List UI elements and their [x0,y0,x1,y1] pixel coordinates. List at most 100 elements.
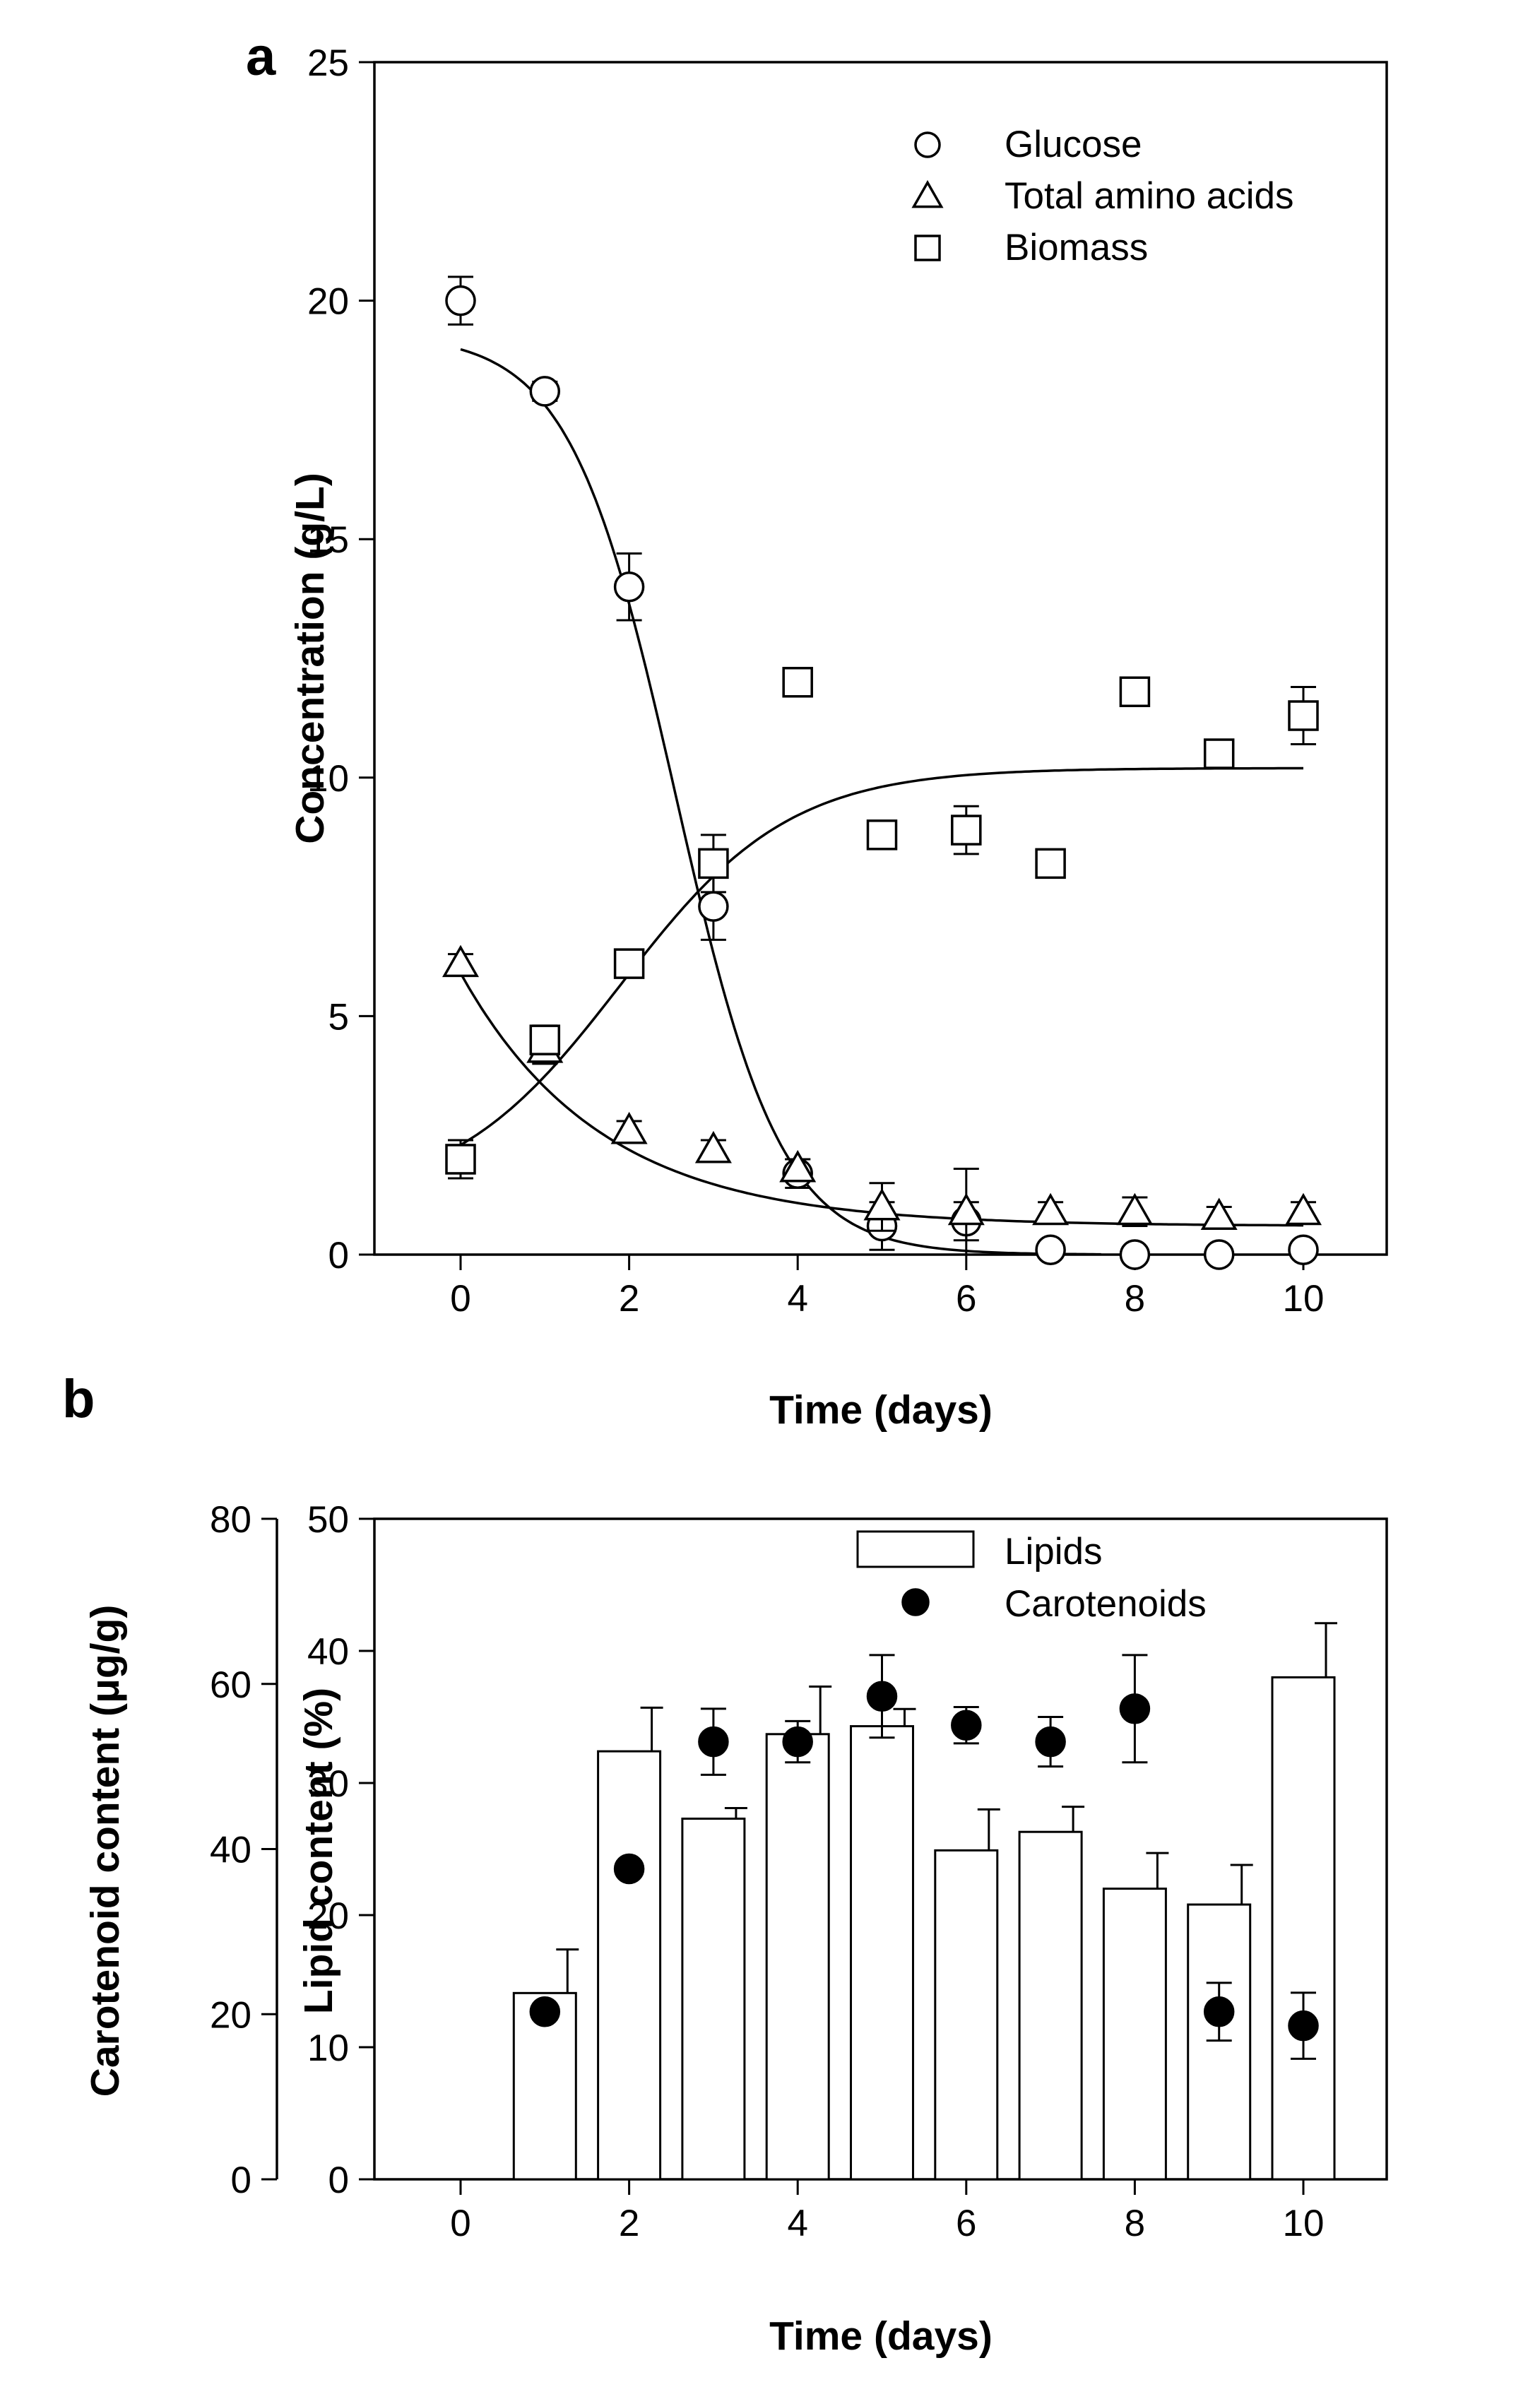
panel-b-y-tick-label: 20 [307,1895,349,1937]
panel-b-y-axis-title: Lipid content (%) [296,1688,341,2014]
panel-a-legend-marker-biomass [914,235,941,261]
panel-a-point-total-amino-acids [779,1149,817,1183]
panel-b-point-carotenoids [529,1996,561,2027]
panel-b-secondary-y-tick-label: 60 [210,1664,251,1706]
panel-a-point-biomass [866,819,898,851]
panel-b-x-tick-label: 8 [1125,2203,1145,2244]
panel-b-point-carotenoids [866,1681,898,1712]
panel-a-legend: Glucose Total amino acids Biomass [911,124,1293,268]
panel-a-point-biomass [951,815,982,846]
panel-b-legend-swatch-lipids [856,1530,975,1568]
panel-b-bar-lipids [850,1725,914,2181]
panel-a-point-biomass [1119,676,1151,708]
panel-a-point-total-amino-acids [1200,1197,1238,1230]
panel-b-secondary-y-tick-label: 20 [210,1994,251,2036]
panel-b-y-tick-label: 40 [307,1631,349,1673]
panel-b-legend-marker-carotenoids [901,1588,930,1616]
panel-b-point-carotenoids [1203,1996,1235,2027]
panel-b-label: b [62,1369,95,1429]
panel-a-y-tick-label: 25 [307,42,349,84]
panel-b-legend-label: Carotenoids [1005,1583,1207,1625]
panel-a-legend-marker-glucose [914,131,941,158]
panel-b-secondary-y-tick-label: 40 [210,1830,251,1871]
panel-a-point-glucose [529,376,561,407]
panel-a-point-biomass [529,1024,561,1055]
panel-b-legend-label: Lipids [1005,1531,1102,1572]
panel-a-point-biomass [782,667,813,698]
panel-b-bar-lipids [765,1733,830,2181]
panel-a-y-tick-label: 10 [307,758,349,800]
panel-a-point-total-amino-acids [610,1111,648,1144]
panel-b-x-tick-label: 10 [1283,2203,1325,2244]
panel-a-point-total-amino-acids [694,1130,732,1163]
panel-b-bar-lipids [1102,1888,1167,2181]
panel-b-x-tick-label: 2 [619,2203,639,2244]
panel-a-point-biomass [613,948,645,979]
panel-a-point-biomass [698,848,729,879]
panel-a-legend-label: Total amino acids [1005,175,1293,217]
panel-a-point-total-amino-acids [1032,1192,1070,1226]
panel-a-x-tick-label: 8 [1125,1278,1145,1320]
panel-b-bar-lipids [681,1817,746,2181]
panel-a-point-biomass [1288,700,1319,731]
panel-a-label: a [246,27,276,87]
panel-a-x-tick-label: 2 [619,1278,639,1320]
panel-a-x-axis-title: Time (days) [769,1387,993,1433]
panel-a-point-glucose [1035,1234,1066,1265]
panel-b-y-tick-label: 30 [307,1763,349,1805]
panel-b-legend: Lipids Carotenoids [856,1530,1207,1625]
panel-b-bar-lipids [597,1750,662,2181]
panel-a-y-tick-label: 5 [328,996,349,1038]
panel-b-y-tick-label: 50 [307,1499,349,1541]
panel-b-point-carotenoids [1119,1693,1151,1724]
panel-b-secondary-y-axis-title: Carotenoid content (μg/g) [83,1605,128,2097]
panel-a-point-biomass [445,1144,476,1175]
panel-b-point-carotenoids [698,1726,729,1758]
panel-b-point-carotenoids [782,1726,813,1758]
panel-a-x-tick-label: 10 [1283,1278,1325,1320]
panel-b-secondary-y-tick-label: 0 [231,2160,251,2201]
panel-a-point-glucose [1288,1234,1319,1265]
panel-b-secondary-y-tick-label: 80 [210,1499,251,1541]
panel-b-x-tick-label: 0 [450,2203,470,2244]
panel-a-point-total-amino-acids [863,1187,901,1221]
panel-a-point-biomass [1035,848,1066,879]
panel-b-bar-lipids [1018,1830,1083,2181]
panel-b: 0 20 40 60 80 0 2 4 6 8 10 0 10 20 30 40 50 Time (days) Li… [83,1499,1388,2359]
panel-a-fit-curve-glucose [460,348,1101,1256]
panel-a-y-tick-label: 20 [307,281,349,323]
panel-b-x-tick-label: 6 [956,2203,976,2244]
panel-b-bar-lipids [1271,1676,1336,2181]
panel-b-y-tick-label: 0 [328,2160,349,2201]
panel-a-legend-label: Biomass [1005,227,1148,268]
panel-a-legend-marker-total-amino-acids [911,179,944,208]
panel-b-x-tick-label: 4 [787,2203,807,2244]
panel-a-point-glucose [445,285,476,316]
panel-a: 0 2 4 6 8 10 0 5 10 15 20 25 Time (days) Concentratio… [288,42,1388,1433]
panel-a-point-total-amino-acids [442,944,480,978]
panel-a-plot-frame [373,61,1388,1256]
panel-a-point-total-amino-acids [947,1192,985,1226]
panel-b-y-tick-label: 10 [307,2027,349,2069]
panel-b-point-carotenoids [1288,2010,1319,2042]
panel-a-y-tick-label: 15 [307,519,349,561]
panel-a-x-tick-label: 6 [956,1278,976,1320]
panel-a-point-glucose [698,891,729,922]
panel-b-point-carotenoids [613,1853,645,1885]
panel-a-legend-label: Glucose [1005,124,1142,165]
panel-a-y-axis-title: Concentration (g/L) [288,473,333,844]
panel-b-x-axis-title: Time (days) [769,2314,993,2359]
panel-a-x-tick-label: 0 [450,1278,470,1320]
panel-b-point-carotenoids [1035,1726,1066,1758]
panel-b-bar-lipids [934,1849,999,2181]
panel-a-x-tick-label: 4 [787,1278,807,1320]
panel-a-point-glucose [1119,1239,1151,1270]
panel-a-point-glucose [1203,1239,1235,1270]
panel-a-point-total-amino-acids [1116,1192,1154,1226]
panel-a-point-glucose [613,571,645,603]
panel-b-point-carotenoids [951,1710,982,1741]
panel-a-point-total-amino-acids [1284,1192,1322,1226]
panel-a-fit-curve-biomass [460,766,1303,1147]
panel-b-bar-lipids [1187,1903,1252,2181]
